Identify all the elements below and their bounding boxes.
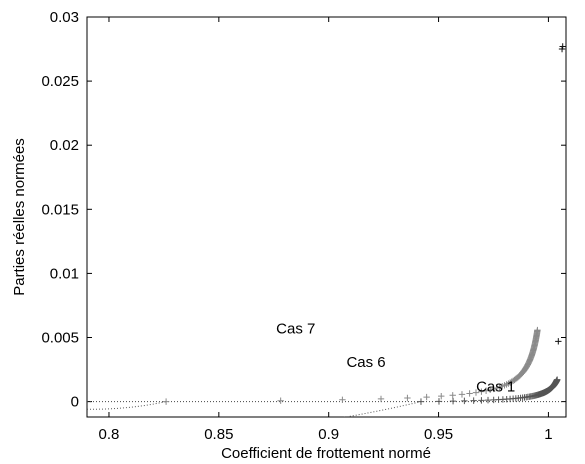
cas-7-point — [449, 392, 456, 399]
cas-7-point — [277, 397, 284, 404]
x-tick-label: 0.8 — [99, 426, 120, 443]
cas-6-point — [417, 398, 425, 405]
cas-7-point — [486, 386, 494, 394]
y-tick-label: 0.02 — [50, 137, 79, 154]
axis-tick-labels: 0.8 0.85 0.9 0.95 1 0 0.005 0.01 0.015 0.02 0.025 0… — [41, 9, 552, 443]
cas-7-point — [472, 389, 480, 396]
y-tick-label: 0.01 — [50, 265, 79, 282]
chart-annotations: Cas 7 Cas 6 Cas 1 — [276, 321, 515, 396]
cas-7-point — [490, 385, 497, 393]
cas-1-point — [559, 43, 566, 50]
cas-6-point — [461, 397, 468, 405]
cas-6-point — [449, 397, 457, 405]
x-axis-label: Coefficient de frottement normé — [221, 445, 431, 462]
y-tick-label: 0.005 — [41, 330, 79, 347]
x-tick-label: 0.95 — [424, 426, 453, 443]
cas-6-point — [484, 396, 492, 404]
cas-6-point — [478, 397, 485, 404]
cas-7-point — [162, 398, 170, 405]
cas-7-point — [493, 384, 501, 392]
x-tick-label: 0.85 — [204, 426, 233, 443]
cas-7-point — [482, 387, 490, 394]
annotation-cas-6: Cas 6 — [346, 354, 385, 371]
cas-6-tail-curve — [343, 401, 422, 417]
annotation-cas-7: Cas 7 — [276, 321, 315, 338]
y-tick-label: 0.015 — [41, 201, 79, 218]
cas-7-point — [404, 394, 411, 402]
cas-7-point — [339, 396, 346, 404]
cas-7-point — [478, 388, 485, 395]
plot-content — [87, 43, 566, 417]
cas-7-point — [423, 393, 430, 401]
annotation-cas-1: Cas 1 — [476, 378, 515, 395]
cas-7-point — [466, 390, 473, 397]
y-tick-label: 0.025 — [41, 73, 79, 90]
y-tick-label: 0 — [71, 394, 79, 411]
plot-area — [86, 16, 567, 418]
y-axis-label: Parties réelles normées — [11, 138, 28, 296]
cas-7-point — [458, 391, 466, 398]
cas-1-point — [555, 338, 562, 345]
cas-6-point — [470, 397, 477, 404]
cas-7-point — [377, 395, 385, 403]
cas-7-tail-curve — [87, 401, 167, 410]
cas-7-point — [534, 326, 541, 334]
y-tick-label: 0.03 — [50, 9, 79, 26]
cas-7-point — [438, 392, 445, 400]
x-tick-label: 1 — [544, 426, 552, 443]
x-tick-label: 0.9 — [318, 426, 339, 443]
cas-6-point — [435, 398, 443, 405]
cas-6-point — [554, 376, 561, 383]
